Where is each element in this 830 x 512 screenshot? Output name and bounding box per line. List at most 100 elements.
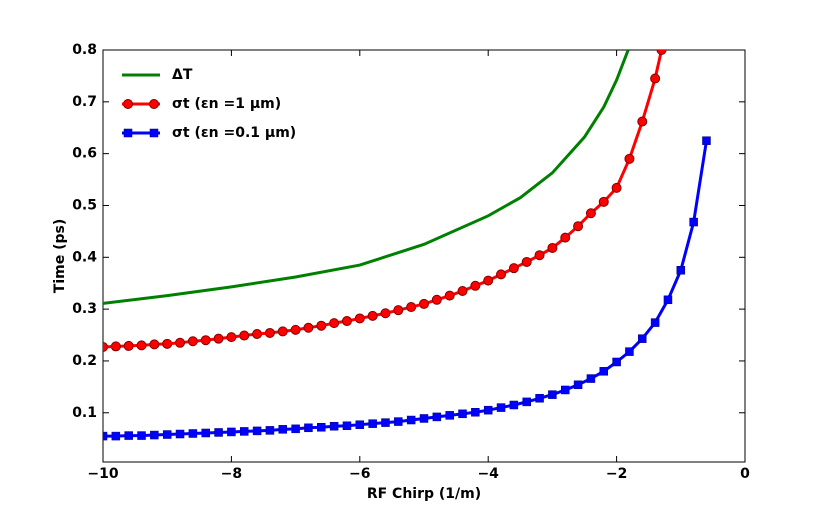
point (214, 428, 223, 437)
point (483, 275, 494, 286)
point (103, 431, 108, 441)
y-axis-label: Time (ps) (52, 219, 68, 293)
point (111, 431, 121, 441)
point (457, 285, 468, 296)
point (239, 427, 249, 436)
point (508, 263, 519, 274)
point (470, 280, 481, 291)
point (303, 322, 314, 333)
point (676, 266, 686, 275)
point (150, 430, 159, 440)
point (573, 380, 583, 390)
point (650, 73, 661, 84)
point (612, 357, 621, 367)
point (239, 330, 250, 341)
point (304, 423, 313, 433)
point (432, 412, 442, 422)
point (599, 367, 609, 376)
point (522, 397, 531, 407)
point (419, 298, 429, 309)
x-tick-label: −2 (606, 466, 627, 482)
x-tick-label: −6 (349, 466, 370, 482)
legend-label: σt (εn =0.1 μm) (172, 125, 296, 141)
point (521, 256, 532, 267)
y-tick-label: 0.8 (72, 42, 97, 58)
point (291, 424, 300, 434)
point (290, 324, 301, 335)
point (534, 250, 545, 261)
x-tick-label: −8 (221, 466, 242, 482)
point (187, 336, 198, 347)
point (110, 341, 121, 352)
point (136, 340, 147, 351)
point (277, 326, 288, 337)
point (381, 418, 390, 427)
plot-area (103, 50, 711, 441)
point (316, 320, 327, 331)
y-tick-label: 0.3 (72, 301, 97, 317)
point (483, 405, 493, 415)
point (394, 417, 403, 426)
point (162, 430, 172, 439)
point (341, 316, 352, 327)
point (535, 394, 544, 403)
point (611, 182, 622, 193)
legend-label: ΔT (172, 67, 193, 83)
point (213, 333, 224, 344)
point (201, 428, 210, 438)
plot-frame (102, 49, 746, 463)
point (431, 294, 442, 305)
point (458, 409, 467, 419)
point (103, 341, 108, 352)
point (149, 99, 159, 109)
point (406, 415, 416, 425)
point (123, 99, 133, 109)
point (471, 407, 480, 417)
point (252, 328, 263, 339)
point (689, 217, 698, 227)
y-tick-label: 0.4 (72, 249, 97, 265)
point (342, 421, 352, 430)
point (175, 429, 185, 439)
point (548, 390, 557, 399)
point (656, 50, 667, 55)
point (598, 196, 609, 207)
point (624, 153, 635, 164)
x-tick-label: 0 (740, 466, 750, 482)
y-tick-label: 0.1 (72, 405, 97, 421)
point (573, 221, 584, 232)
point (406, 302, 417, 313)
point (560, 232, 571, 243)
series-line (103, 50, 630, 305)
point (560, 385, 570, 395)
x-tick-label: −4 (477, 466, 499, 482)
point (367, 310, 378, 321)
point (175, 337, 186, 348)
point (149, 128, 159, 138)
y-tick-label: 0.7 (72, 94, 97, 110)
point (585, 208, 596, 219)
point (393, 305, 404, 316)
point (663, 295, 673, 305)
point (625, 347, 634, 356)
point (496, 403, 506, 412)
point (200, 335, 211, 346)
point (419, 414, 429, 423)
point (355, 420, 365, 429)
point (445, 411, 454, 420)
series-line (103, 50, 664, 349)
y-tick-label: 0.6 (72, 146, 97, 162)
point (702, 136, 711, 145)
point (265, 426, 275, 435)
point (226, 332, 237, 343)
point (317, 423, 326, 432)
point (329, 318, 340, 329)
point (124, 431, 133, 440)
point (278, 425, 288, 434)
point (496, 269, 507, 280)
point (123, 128, 133, 138)
point (354, 313, 365, 324)
point (380, 308, 391, 319)
y-tick-label: 0.5 (72, 197, 97, 213)
